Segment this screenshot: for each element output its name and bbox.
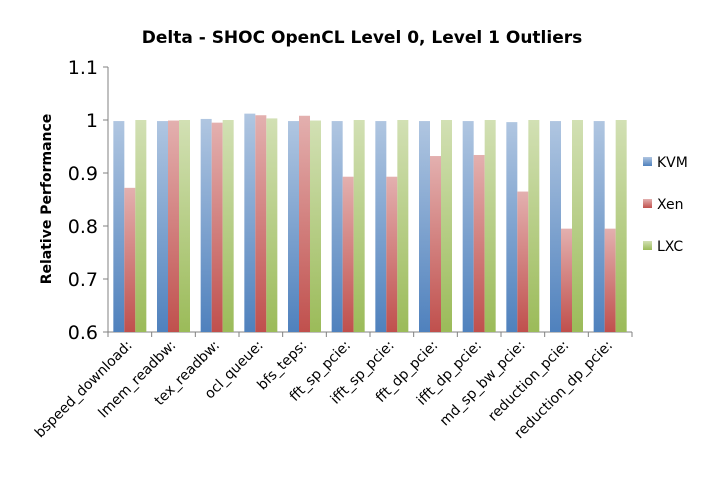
bar-xen-11 bbox=[604, 228, 616, 332]
chart-title: Delta - SHOC OpenCL Level 0, Level 1 Out… bbox=[142, 28, 583, 48]
bar-xen-4 bbox=[299, 115, 310, 332]
y-tick-label: 1.1 bbox=[68, 57, 98, 79]
bar-xen-6 bbox=[386, 176, 398, 332]
bar-kvm-0 bbox=[113, 121, 125, 332]
legend-label-lxc: LXC bbox=[657, 239, 683, 255]
bar-xen-0 bbox=[124, 187, 136, 332]
bar-lxc-4 bbox=[310, 120, 321, 332]
bar-kvm-1 bbox=[157, 121, 168, 332]
legend-swatch-lxc bbox=[643, 241, 652, 250]
bar-kvm-4 bbox=[288, 121, 299, 332]
legend-swatch-xen bbox=[643, 199, 652, 208]
y-tick-label: 0.8 bbox=[68, 216, 98, 238]
y-tick-label: 0.7 bbox=[68, 269, 98, 291]
bar-lxc-6 bbox=[397, 120, 409, 332]
bar-xen-7 bbox=[430, 156, 441, 332]
bar-xen-10 bbox=[561, 228, 572, 332]
bar-lxc-8 bbox=[484, 120, 496, 332]
bar-kvm-7 bbox=[419, 121, 430, 332]
bar-xen-9 bbox=[517, 191, 529, 332]
y-tick-label: 0.9 bbox=[68, 163, 98, 185]
bar-kvm-2 bbox=[200, 118, 212, 332]
bar-lxc-7 bbox=[441, 120, 452, 332]
x-tick-label: lmem_readbw: bbox=[95, 338, 179, 422]
y-axis-label: Relative Performance bbox=[39, 114, 55, 285]
y-tick-label: 1 bbox=[86, 110, 98, 132]
bar-kvm-9 bbox=[506, 122, 518, 333]
bar-kvm-11 bbox=[593, 121, 605, 332]
bar-lxc-3 bbox=[266, 118, 278, 332]
y-tick-label: 0.6 bbox=[68, 322, 98, 344]
bar-xen-2 bbox=[211, 122, 223, 333]
bar-lxc-10 bbox=[572, 120, 583, 332]
plot-area: 0.60.70.80.911.1bspeed_download:lmem_rea… bbox=[32, 57, 633, 442]
bar-xen-1 bbox=[168, 120, 179, 332]
bar-kvm-8 bbox=[462, 121, 474, 332]
bar-kvm-5 bbox=[331, 121, 343, 332]
bar-lxc-2 bbox=[222, 120, 234, 332]
bar-kvm-3 bbox=[244, 113, 256, 332]
bar-lxc-11 bbox=[615, 120, 627, 332]
bar-lxc-5 bbox=[353, 120, 365, 332]
legend-label-xen: Xen bbox=[657, 197, 683, 213]
legend-swatch-kvm bbox=[643, 157, 652, 166]
legend: KVM Xen LXC bbox=[643, 155, 688, 255]
bar-lxc-1 bbox=[179, 120, 190, 332]
bar-xen-5 bbox=[342, 176, 354, 332]
legend-label-kvm: KVM bbox=[657, 155, 688, 171]
bar-lxc-0 bbox=[135, 120, 147, 332]
bar-xen-8 bbox=[473, 154, 485, 332]
x-tick-label: reduction_pcie: bbox=[485, 338, 572, 425]
bar-kvm-10 bbox=[550, 121, 561, 332]
bar-xen-3 bbox=[255, 115, 267, 332]
bar-lxc-9 bbox=[528, 120, 540, 332]
bar-kvm-6 bbox=[375, 121, 387, 332]
